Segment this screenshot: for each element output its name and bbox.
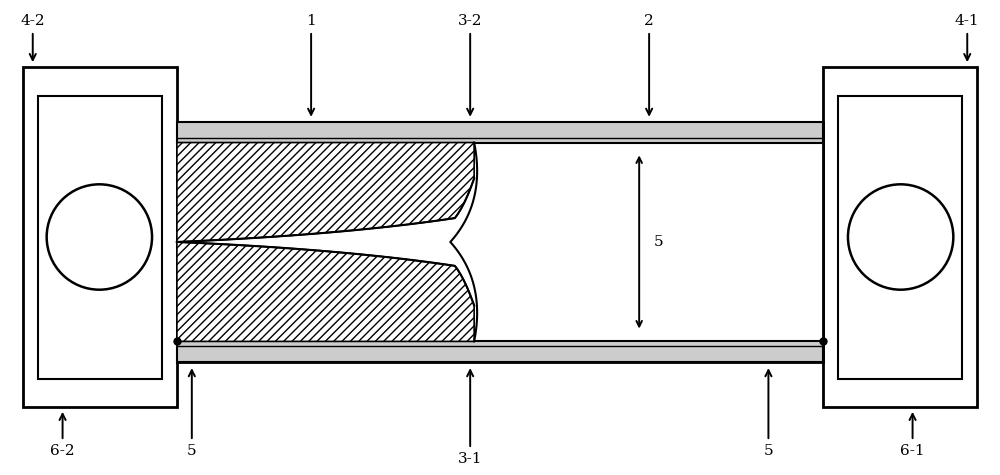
Bar	[823, 67, 977, 407]
Polygon shape	[177, 142, 474, 242]
Text: 2: 2	[644, 14, 654, 115]
Bar	[177, 122, 823, 142]
Text: 5: 5	[654, 235, 664, 249]
Text: 6-2: 6-2	[50, 414, 75, 458]
Text: 5: 5	[187, 370, 197, 458]
Text: 3-1: 3-1	[458, 370, 482, 466]
Text: 3-2: 3-2	[458, 14, 482, 115]
Text: 6-1: 6-1	[900, 414, 925, 458]
Bar	[177, 342, 823, 362]
Bar	[177, 122, 823, 362]
Text: 4-2: 4-2	[20, 14, 45, 60]
Bar	[38, 96, 162, 379]
Polygon shape	[177, 242, 474, 342]
Text: 4-1: 4-1	[955, 14, 980, 60]
Bar	[838, 96, 962, 379]
Text: 1: 1	[306, 14, 316, 115]
Text: 5: 5	[764, 370, 773, 458]
Bar	[23, 67, 177, 407]
